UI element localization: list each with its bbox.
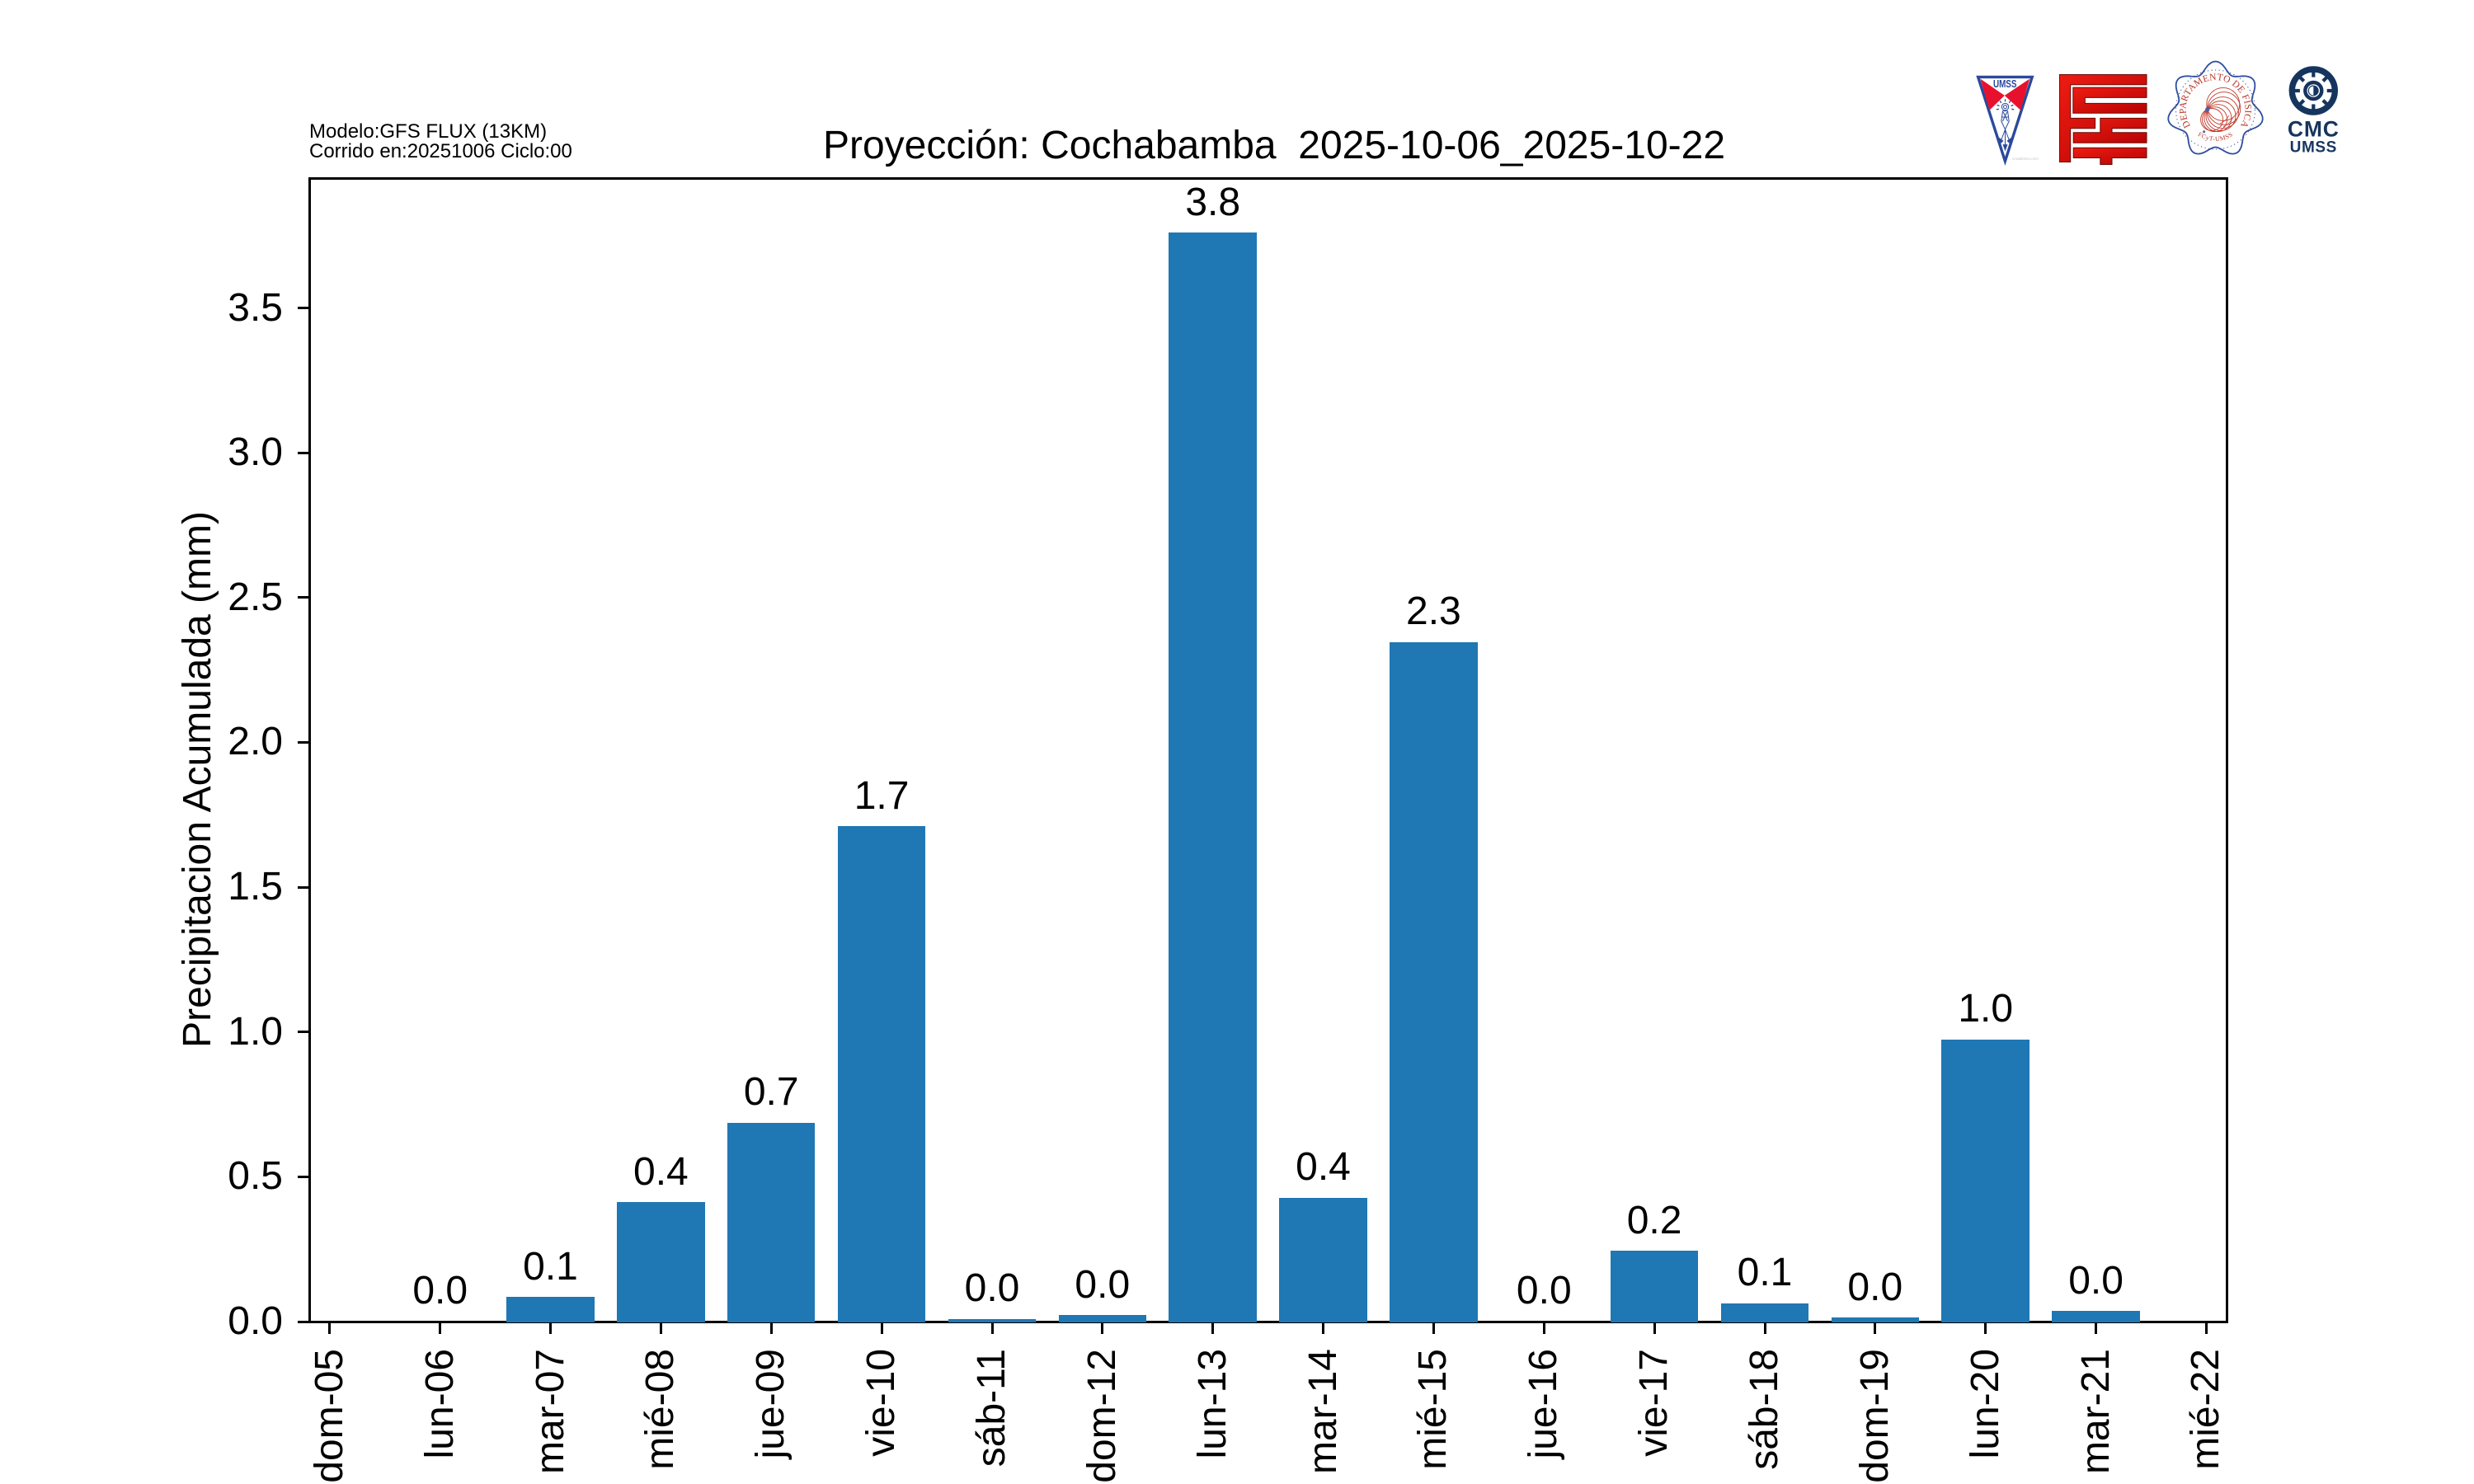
svg-text:DEPARTAMENTO DE FÍSICA: DEPARTAMENTO DE FÍSICA	[2177, 72, 2253, 130]
svg-text:creadictivo.com: creadictivo.com	[2012, 157, 2039, 161]
svg-text:FCyT-UMSS: FCyT-UMSS	[2197, 130, 2234, 143]
svg-text:UMSS: UMSS	[2290, 139, 2337, 157]
svg-text:CMC: CMC	[2288, 116, 2340, 141]
svg-text:UMSS: UMSS	[1993, 77, 2017, 90]
